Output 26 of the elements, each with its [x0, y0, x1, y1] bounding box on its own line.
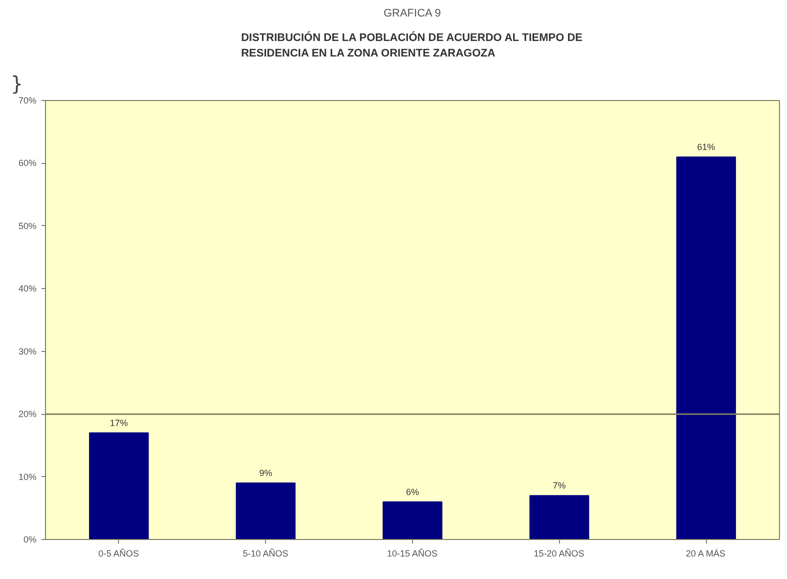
data-label: 9%: [259, 468, 272, 478]
chart-subtitle: DISTRIBUCIÓN DE LA POBLACIÓN DE ACUERDO AL TIEMPO DE RESIDENCIA EN LA ZONA ORIENTE ZARAGOZA: [241, 30, 582, 60]
chart-title: GRAFICA 9: [383, 8, 441, 20]
data-label: 6%: [406, 486, 420, 497]
y-tick-label: 50%: [18, 220, 36, 231]
data-label: 61%: [697, 142, 716, 152]
bar: [382, 501, 442, 540]
text: }: [10, 72, 24, 96]
x-tick-label: 5-10 AÑOS: [242, 548, 288, 558]
x-tick-label: 0-5 AÑOS: [98, 548, 139, 558]
x-tick-label: 10-15 AÑOS: [386, 548, 438, 558]
y-tick-label: 30%: [18, 346, 36, 356]
y-tick-label: 20%: [18, 409, 36, 420]
data-label: 17%: [110, 418, 128, 428]
y-tick-label: 60%: [18, 158, 36, 168]
bar: [676, 156, 736, 540]
y-tick-label: 40%: [18, 284, 36, 294]
bar: [89, 432, 149, 540]
x-tick-label: 20 A MÁS: [686, 548, 726, 558]
bar: [529, 495, 590, 540]
y-tick-label: 10%: [18, 472, 36, 482]
x-tick-label: 15-20 AÑOS: [534, 548, 584, 558]
y-tick-label: 0%: [23, 534, 37, 544]
data-label: 7%: [552, 480, 566, 491]
y-tick-label: 70%: [18, 96, 36, 106]
bar: [236, 482, 296, 540]
